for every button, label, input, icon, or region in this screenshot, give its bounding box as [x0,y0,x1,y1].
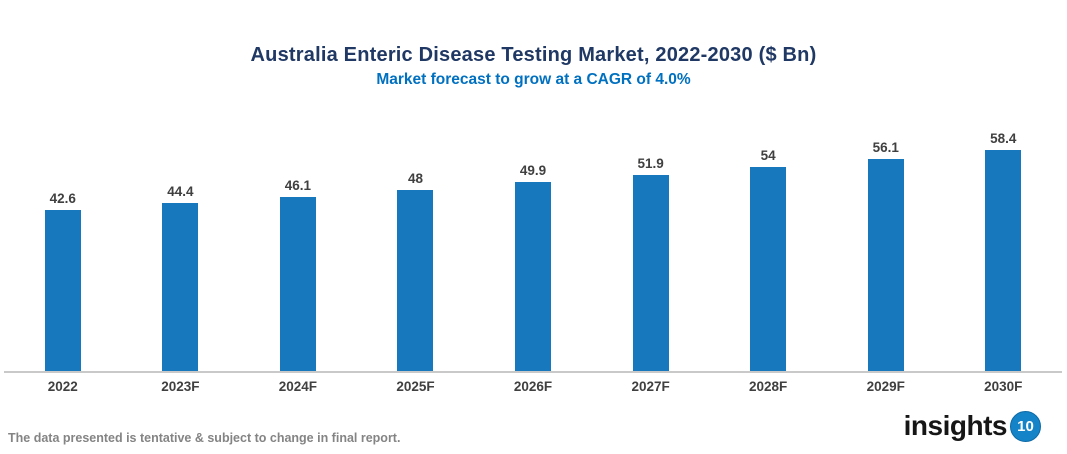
bar-value-label: 48 [407,171,423,187]
bar-2030F [985,150,1022,371]
bar-group-2030F: 58.4 [945,100,1063,371]
x-axis-label-2022: 2022 [47,379,78,394]
bar-2029F [867,159,904,371]
x-axis-label-2025F: 2025F [396,379,435,394]
x-axis-label-2028F: 2028F [749,379,788,394]
bar-group-2029F: 56.1 [827,100,945,371]
x-axis-label-2027F: 2027F [631,379,670,394]
insights10-logo: insights 10 [904,410,1041,442]
bar-2025F [397,190,434,371]
logo-wordmark: insights [903,410,1008,441]
bar-2023F [162,203,199,371]
bar-value-label: 49.9 [519,163,547,179]
bar-2028F [750,167,787,371]
bar-value-label: 44.4 [167,184,194,200]
x-axis-label-2026F: 2026F [513,379,553,394]
bar-2026F [515,182,552,371]
bar-group-2024F: 46.1 [239,100,357,371]
bar-value-label: 51.9 [637,156,664,172]
bar-value-label: 58.4 [990,131,1017,147]
logo-badge-circle: 10 [1010,410,1041,442]
bar-value-label: 56.1 [872,140,899,156]
bar-group-2027F: 51.9 [592,100,710,371]
bar-value-label: 42.6 [49,191,76,207]
x-axis-label-2030F: 2030F [984,379,1023,394]
bar-group-2026F: 49.9 [474,100,592,371]
disclaimer-note: The data presented is tentative & subjec… [8,431,401,445]
chart-title: Australia Enteric Disease Testing Market… [250,44,817,66]
bar-group-2023F: 44.4 [122,100,240,371]
bar-2027F [632,175,669,371]
x-axis-labels: 2022 2023F 2024F 2025F 2026F 2027F 2028F 2029F 2… [4,379,1062,394]
x-axis-label-2023F: 2023F [161,379,200,394]
x-axis-label-2029F: 2029F [866,379,905,394]
bar-group-2025F: 48 [357,100,475,371]
bar-group-2028F: 54 [709,100,827,371]
chart-subtitle: Market forecast to grow at a CAGR of 4.0… [376,71,691,88]
bar-value-label: 54 [760,148,776,164]
bar-2022 [44,210,81,371]
bar-value-label: 46.1 [284,178,312,194]
bar-chart-plot-area: 42.6 44.4 46.1 48 49.9 51.9 54 56.1 58.4 [4,100,1062,373]
bar-group-2022: 42.6 [4,100,122,371]
bar-2024F [279,197,316,371]
x-axis-label-2024F: 2024F [278,379,318,394]
